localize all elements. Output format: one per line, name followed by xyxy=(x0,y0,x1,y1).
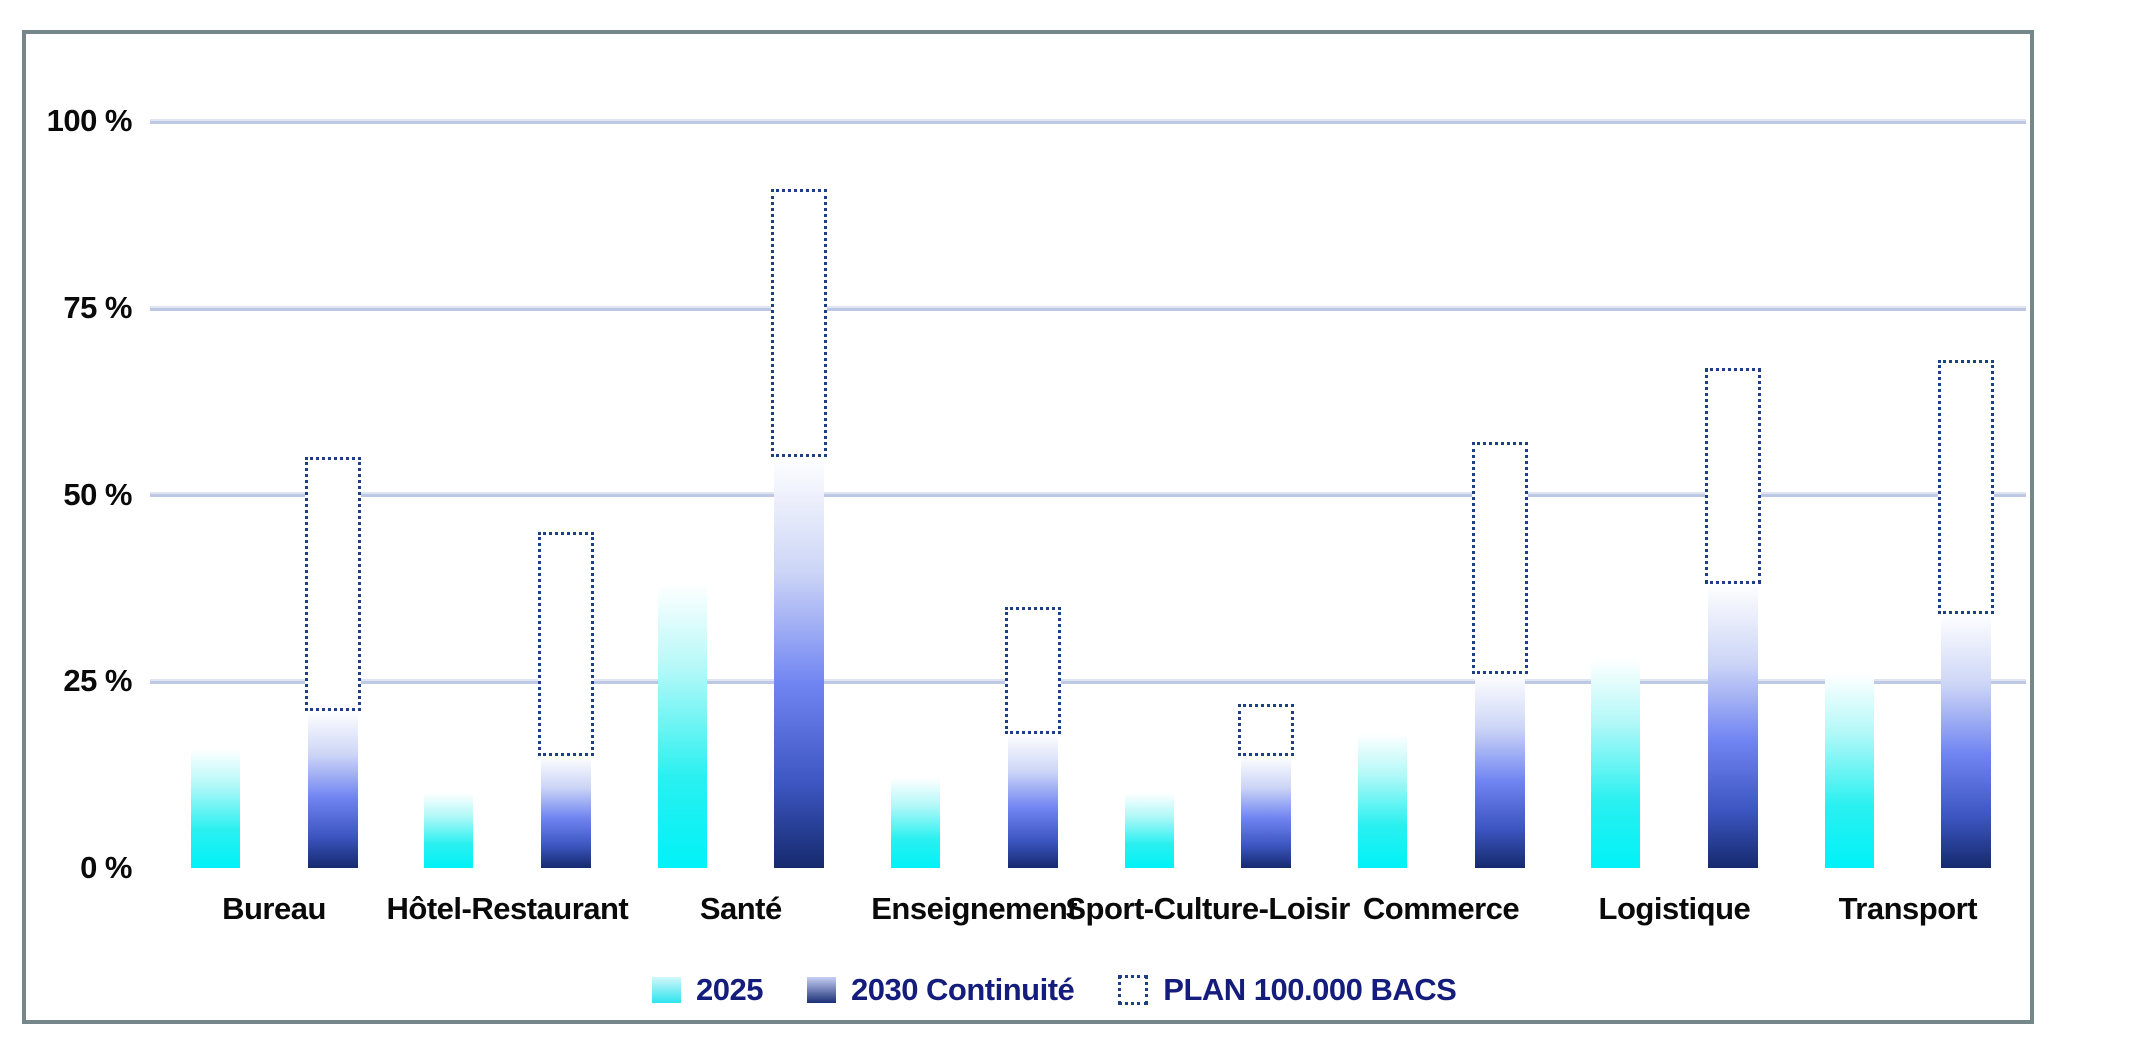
legend-item-2025: 2025 xyxy=(652,972,763,1008)
legend-label-2025: 2025 xyxy=(696,972,763,1007)
legend-label-2030-continuite: 2030 Continuité xyxy=(850,972,1075,1007)
bar-2025-sport-culture-loisir xyxy=(1124,793,1174,868)
bar-2025-sante xyxy=(657,584,707,868)
legend: 2025 2030 Continuité PLAN 100.000 BACS xyxy=(652,968,1457,1012)
legend-swatch-2025 xyxy=(652,977,681,1003)
bar-plan-100000-bacs-logistique xyxy=(1704,367,1761,585)
category-label-bureau: Bureau xyxy=(222,891,326,926)
bar-2030-continuite-logistique xyxy=(1707,584,1758,868)
y-axis-tick-0: 0 % xyxy=(80,850,132,885)
bar-2030-continuite-commerce xyxy=(1474,673,1525,868)
bar-plan-100000-bacs-enseignement xyxy=(1004,606,1061,734)
legend-swatch-plan-100000-bacs xyxy=(1118,975,1149,1005)
y-axis-tick-50: 50 % xyxy=(63,476,132,512)
bar-plan-100000-bacs-bureau xyxy=(304,457,361,712)
bar-plan-100000-bacs-commerce xyxy=(1471,442,1528,674)
category-label-logistique: Logistique xyxy=(1598,891,1751,926)
y-axis-tick-25: 25 % xyxy=(63,663,132,699)
bar-2025-enseignement xyxy=(891,778,941,868)
bar-2030-continuite-sante xyxy=(774,457,825,868)
legend-item-2030-continuite: 2030 Continuité xyxy=(806,972,1075,1008)
bar-plan-100000-bacs-sport-culture-loisir xyxy=(1238,703,1295,756)
bar-2025-hotel-restaurant xyxy=(424,793,474,868)
bar-2030-continuite-hotel-restaurant xyxy=(540,756,591,868)
category-label-commerce: Commerce xyxy=(1362,891,1520,926)
category-label-sport-culture-loisir: Sport-Culture-Loisir xyxy=(1065,891,1350,926)
bar-2025-logistique xyxy=(1591,658,1641,868)
gridline-75 xyxy=(150,305,2026,311)
gridline-100 xyxy=(150,118,2026,124)
bar-plan-100000-bacs-transport xyxy=(1938,360,1995,615)
legend-label-plan-100000-bacs: PLAN 100.000 BACS xyxy=(1163,972,1457,1007)
category-label-enseignement: Enseignement xyxy=(871,891,1078,926)
category-label-hotel-restaurant: Hôtel-Restaurant xyxy=(386,891,629,926)
bar-2030-continuite-bureau xyxy=(307,711,358,868)
legend-item-plan-100000-bacs: PLAN 100.000 BACS xyxy=(1118,972,1457,1008)
bar-plan-100000-bacs-hotel-restaurant xyxy=(537,532,594,756)
gridline-50 xyxy=(150,492,2026,498)
bar-2030-continuite-sport-culture-loisir xyxy=(1241,756,1292,868)
bar-2025-bureau xyxy=(191,748,240,868)
category-label-sante: Santé xyxy=(699,891,782,926)
gridline-25 xyxy=(150,678,2026,684)
bar-plan-100000-bacs-sante xyxy=(771,188,828,458)
legend-swatch-2030-continuite xyxy=(806,977,836,1003)
bar-2030-continuite-enseignement xyxy=(1007,733,1058,868)
category-label-transport: Transport xyxy=(1838,891,1978,926)
bar-2025-transport xyxy=(1824,673,1874,868)
bar-2025-commerce xyxy=(1358,733,1407,868)
bar-2030-continuite-transport xyxy=(1941,614,1992,868)
y-axis-tick-75: 75 % xyxy=(63,290,132,326)
y-axis-tick-100: 100 % xyxy=(46,103,133,139)
